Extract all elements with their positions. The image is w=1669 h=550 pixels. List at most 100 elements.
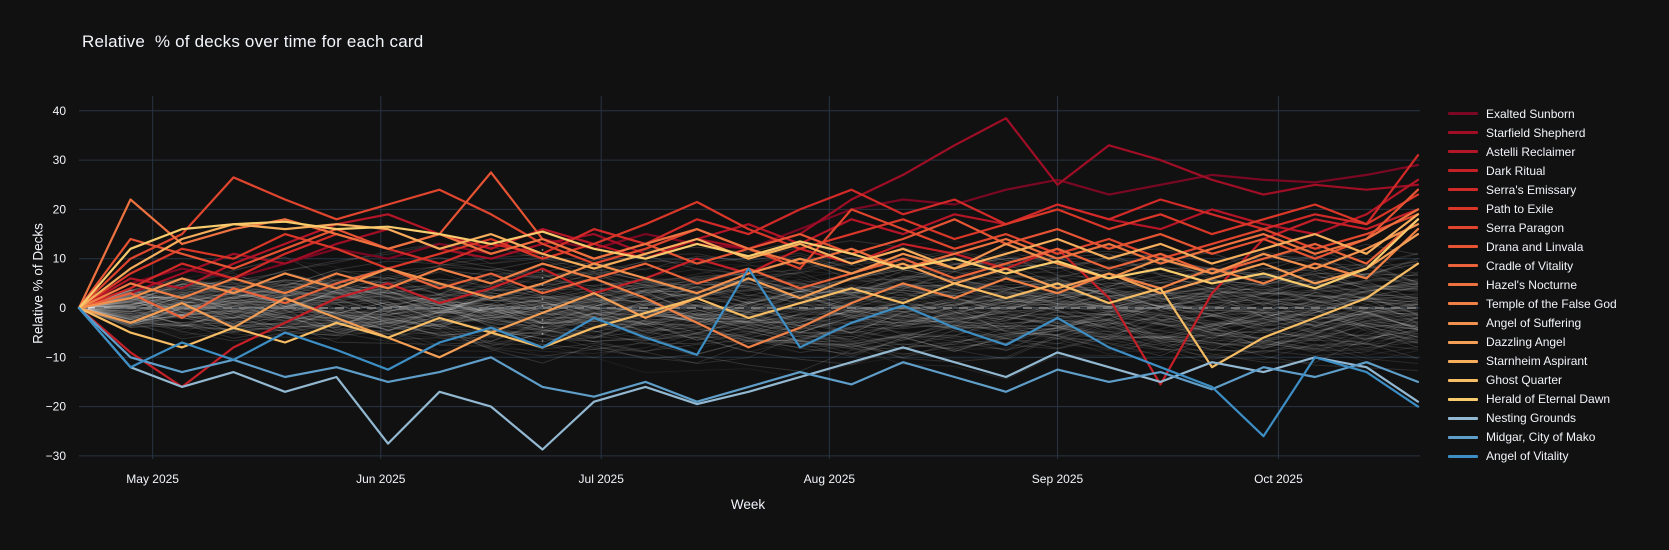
legend-label: Hazel's Nocturne bbox=[1486, 277, 1577, 292]
background-series-line bbox=[78, 296, 1419, 347]
series-line-path-to-exile[interactable] bbox=[77, 193, 1420, 310]
legend-item-temple-of-the-false-god[interactable]: Temple of the False God bbox=[1448, 294, 1617, 313]
legend-item-hazel-s-nocturne[interactable]: Hazel's Nocturne bbox=[1448, 275, 1617, 294]
background-series-line bbox=[78, 277, 1419, 336]
background-series-line bbox=[78, 267, 1419, 317]
background-series-line bbox=[78, 291, 1419, 340]
legend-item-herald-of-eternal-dawn[interactable]: Herald of Eternal Dawn bbox=[1448, 390, 1617, 409]
series-line-dazzling-angel[interactable] bbox=[77, 233, 1420, 359]
background-series-line bbox=[78, 269, 1419, 319]
background-series-line bbox=[78, 284, 1419, 335]
background-series-line bbox=[78, 247, 1419, 317]
legend-item-dark-ritual[interactable]: Dark Ritual bbox=[1448, 161, 1617, 180]
chart-title: Relative % of decks over time for each c… bbox=[82, 32, 424, 51]
legend-item-serra-paragon[interactable]: Serra Paragon bbox=[1448, 218, 1617, 237]
legend-swatch bbox=[1448, 397, 1478, 401]
background-series-line bbox=[78, 242, 1419, 332]
legend-label: Serra's Emissary bbox=[1486, 182, 1577, 197]
legend-label: Cradle of Vitality bbox=[1486, 258, 1574, 273]
background-series-line bbox=[78, 277, 1419, 320]
background-series-line bbox=[78, 259, 1419, 337]
background-series-line bbox=[78, 278, 1419, 324]
legend-item-midgar-city-of-mako[interactable]: Midgar, City of Mako bbox=[1448, 428, 1617, 447]
x-tick-label: Jul 2025 bbox=[579, 472, 625, 486]
background-series-line bbox=[78, 270, 1419, 314]
background-series-line bbox=[78, 282, 1419, 354]
legend-swatch bbox=[1448, 131, 1478, 135]
legend-swatch bbox=[1448, 150, 1478, 154]
x-tick-label: May 2025 bbox=[126, 472, 179, 486]
legend-swatch bbox=[1448, 435, 1478, 439]
legend-label: Herald of Eternal Dawn bbox=[1486, 392, 1611, 407]
background-series-line bbox=[78, 294, 1419, 360]
legend-item-nesting-grounds[interactable]: Nesting Grounds bbox=[1448, 409, 1617, 428]
background-series-line bbox=[78, 286, 1419, 329]
series-line-angel-of-suffering[interactable] bbox=[77, 223, 1420, 310]
background-series-line bbox=[78, 286, 1419, 355]
series-line-astelli-reclaimer[interactable] bbox=[77, 178, 1420, 310]
legend-swatch bbox=[1448, 302, 1478, 306]
background-series-line bbox=[78, 291, 1419, 350]
background-series-line bbox=[78, 240, 1419, 319]
legend-label: Starfield Shepherd bbox=[1486, 125, 1586, 140]
background-series-line bbox=[78, 294, 1419, 372]
x-axis-title: Week bbox=[730, 497, 766, 512]
background-series-line bbox=[78, 287, 1419, 349]
background-series-line bbox=[78, 277, 1419, 338]
background-series-line bbox=[78, 250, 1419, 313]
series-line-midgar-city-of-mako[interactable] bbox=[77, 306, 1420, 403]
background-series-line bbox=[78, 284, 1419, 348]
background-series-line bbox=[78, 295, 1419, 380]
legend-swatch bbox=[1448, 188, 1478, 192]
legend-item-starnheim-aspirant[interactable]: Starnheim Aspirant bbox=[1448, 352, 1617, 371]
y-tick-label: −20 bbox=[46, 400, 67, 414]
legend-item-starfield-shepherd[interactable]: Starfield Shepherd bbox=[1448, 123, 1617, 142]
series-line-starnheim-aspirant[interactable] bbox=[77, 213, 1420, 310]
series-line-serra-s-emissary[interactable] bbox=[77, 154, 1420, 310]
background-series-line bbox=[78, 276, 1419, 333]
legend-label: Dark Ritual bbox=[1486, 163, 1546, 178]
background-series-line bbox=[78, 293, 1419, 350]
background-series-line bbox=[78, 307, 1419, 363]
background-series-line bbox=[78, 282, 1419, 351]
background-series-line bbox=[78, 243, 1419, 309]
legend-item-ghost-quarter[interactable]: Ghost Quarter bbox=[1448, 371, 1617, 390]
background-series-line bbox=[78, 277, 1419, 319]
background-series-line bbox=[78, 270, 1419, 334]
legend-swatch bbox=[1448, 245, 1478, 249]
background-series-line bbox=[78, 271, 1419, 334]
legend-label: Angel of Vitality bbox=[1486, 449, 1569, 464]
legend-item-exalted-sunborn[interactable]: Exalted Sunborn bbox=[1448, 104, 1617, 123]
background-series-line bbox=[78, 284, 1419, 335]
legend-item-cradle-of-vitality[interactable]: Cradle of Vitality bbox=[1448, 256, 1617, 275]
legend-item-angel-of-suffering[interactable]: Angel of Suffering bbox=[1448, 314, 1617, 333]
background-series-line bbox=[78, 307, 1419, 365]
series-line-herald-of-eternal-dawn[interactable] bbox=[77, 218, 1420, 310]
legend-swatch bbox=[1448, 226, 1478, 230]
legend-item-drana-and-linvala[interactable]: Drana and Linvala bbox=[1448, 237, 1617, 256]
background-series-line bbox=[78, 291, 1419, 352]
background-series-line bbox=[78, 256, 1419, 329]
legend-item-serra-s-emissary[interactable]: Serra's Emissary bbox=[1448, 180, 1617, 199]
legend-item-dazzling-angel[interactable]: Dazzling Angel bbox=[1448, 333, 1617, 352]
series-line-temple-of-the-false-god[interactable] bbox=[77, 228, 1420, 349]
background-series-line bbox=[78, 240, 1419, 313]
x-tick-label: Sep 2025 bbox=[1032, 472, 1084, 486]
background-series-line bbox=[78, 286, 1419, 334]
background-series-line bbox=[78, 295, 1419, 353]
legend-item-path-to-exile[interactable]: Path to Exile bbox=[1448, 199, 1617, 218]
series-line-angel-of-vitality[interactable] bbox=[77, 267, 1420, 438]
series-line-nesting-grounds[interactable] bbox=[77, 306, 1420, 451]
legend-label: Ghost Quarter bbox=[1486, 373, 1563, 388]
legend-label: Exalted Sunborn bbox=[1486, 106, 1575, 121]
background-series-line bbox=[78, 285, 1419, 345]
legend-item-astelli-reclaimer[interactable]: Astelli Reclaimer bbox=[1448, 142, 1617, 161]
series-line-ghost-quarter[interactable] bbox=[77, 262, 1420, 369]
background-series-line bbox=[78, 293, 1419, 339]
legend-swatch bbox=[1448, 112, 1478, 116]
legend-label: Dazzling Angel bbox=[1486, 335, 1566, 350]
background-series-line bbox=[78, 273, 1419, 334]
legend-item-angel-of-vitality[interactable]: Angel of Vitality bbox=[1448, 447, 1617, 466]
